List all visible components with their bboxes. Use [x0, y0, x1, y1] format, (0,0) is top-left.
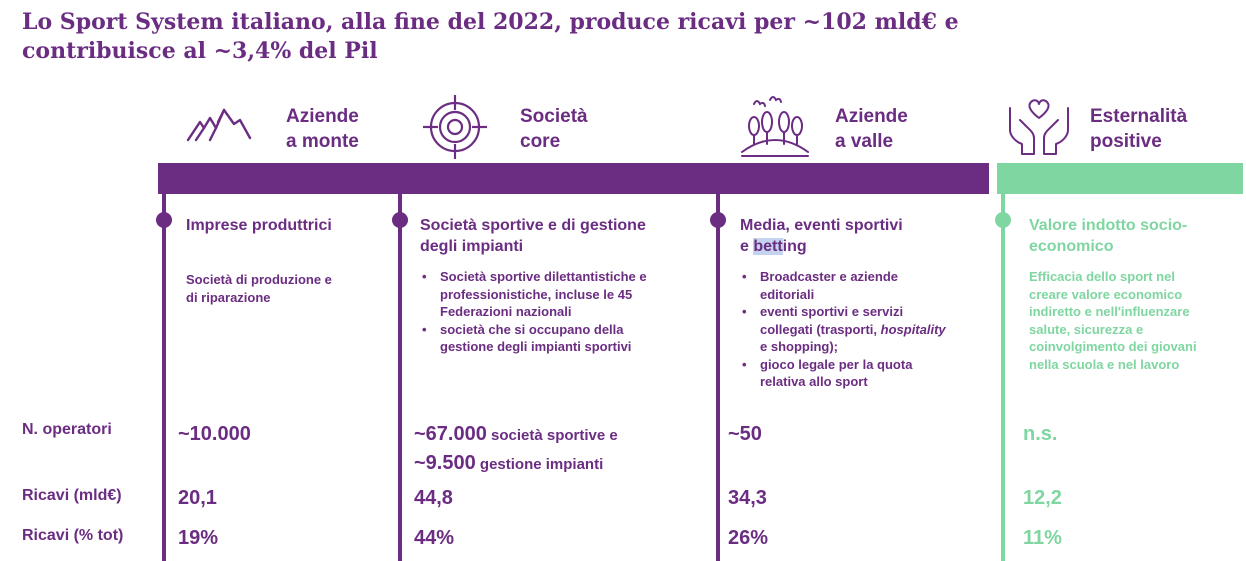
description-line: Efficacia dello sport nel — [1029, 269, 1175, 284]
column-dot-1 — [156, 212, 172, 228]
header-line-2: a monte — [286, 131, 359, 152]
row-label-operatori: N. operatori — [22, 421, 112, 438]
title-part: e — [740, 238, 754, 255]
bullet-list: Società sportive dilettantistiche e prof… — [420, 268, 647, 356]
stadium-trees-icon — [741, 96, 809, 157]
header-line-1: Aziende — [835, 106, 908, 127]
header-societa-core: Società core — [520, 104, 588, 154]
header-line-2: core — [520, 131, 561, 152]
header-line-2: a valle — [835, 131, 894, 152]
column-dot-2 — [392, 212, 408, 228]
page-title: Lo Sport System italiano, alla fine del … — [22, 8, 1222, 66]
list-item-line: eventi sportivi e servizi — [760, 304, 904, 319]
list-item-line: editoriali — [760, 286, 815, 302]
description-line: di riparazione — [186, 289, 271, 305]
row-label-ricavi-mld: Ricavi (mld€) — [22, 487, 122, 504]
header-line-1: Società — [520, 106, 588, 127]
ricavi-pct-value: 44% — [414, 527, 455, 549]
header-line-2: positive — [1090, 131, 1162, 152]
title-line-1: Lo Sport System italiano, alla fine del … — [22, 9, 959, 35]
ricavi-mld-value: 20,1 — [178, 487, 217, 509]
list-item: Broadcaster e aziende editoriali — [740, 268, 946, 303]
column-description: Società di produzione e di riparazione — [186, 271, 332, 306]
column-divider-3 — [716, 194, 720, 561]
ricavi-mld-value: 12,2 — [1023, 487, 1062, 509]
column-title-line: Media, eventi sportivi — [740, 217, 903, 234]
ricavi-mld-value: 44,8 — [414, 487, 453, 509]
column-title-line: e betting — [740, 236, 903, 257]
column-description: Efficacia dello sport nel creare valore … — [1029, 268, 1197, 373]
purple-header-bar — [158, 163, 989, 194]
list-item: gioco legale per la quota relativa allo … — [740, 356, 946, 391]
list-item-line: gestione degli impianti sportivi — [440, 339, 632, 354]
header-aziende-a-valle: Aziende a valle — [835, 104, 908, 154]
list-item-line: collegati (trasporti, hospitality — [760, 321, 946, 339]
column-dot-3 — [710, 212, 726, 228]
description-line: creare valore economico — [1029, 286, 1183, 302]
header-esternalita-positive: Esternalità positive — [1090, 104, 1187, 154]
header-aziende-a-monte: Aziende a monte — [286, 104, 359, 154]
hands-heart-icon — [1009, 99, 1069, 155]
operatori-value: ~50 — [728, 423, 762, 445]
target-icon — [423, 95, 487, 159]
description-line: Società di produzione e — [186, 272, 332, 287]
column-title-text: Imprese produttrici — [186, 217, 332, 234]
list-item-line: professionistiche, incluse le 45 — [440, 286, 633, 302]
ricavi-mld-value: 34,3 — [728, 487, 767, 509]
list-item-line: Società sportive dilettantistiche e — [440, 269, 647, 284]
column-title-line: degli impianti — [420, 238, 524, 255]
text-part: collegati (trasporti, — [760, 321, 881, 337]
list-item-line: società che si occupano della — [440, 321, 624, 337]
list-item-line: gioco legale per la quota — [760, 356, 913, 372]
description-line: nella scuola e nel lavoro — [1029, 356, 1180, 372]
highlighted-text: bett — [753, 238, 783, 255]
operatori-value: ~67.000 società sportive e — [414, 423, 618, 446]
description-line: coinvolgimento dei giovani — [1029, 339, 1197, 354]
value-number: ~9.500 — [414, 452, 476, 474]
list-item: società che si occupano della gestione d… — [420, 321, 647, 356]
list-item: Società sportive dilettantistiche e prof… — [420, 268, 647, 321]
header-line-1: Esternalità — [1090, 106, 1188, 127]
column-dot-4 — [995, 212, 1011, 228]
operatori-value: n.s. — [1023, 423, 1058, 445]
column-divider-1 — [162, 194, 166, 561]
list-item-line: Broadcaster e aziende — [760, 269, 899, 284]
list-item: eventi sportivi e servizi collegati (tra… — [740, 303, 946, 356]
column-title-line: economico — [1029, 238, 1114, 255]
mountains-icon — [186, 108, 252, 142]
header-line-1: Aziende — [286, 106, 359, 127]
value-caption: società sportive e — [486, 427, 618, 444]
title-line-2: contribuisce al ~3,4% del Pil — [22, 38, 378, 64]
description-line: indiretto e nell'influenzare — [1029, 304, 1190, 319]
ricavi-pct-value: 19% — [178, 527, 219, 549]
column-title-media-eventi: Media, eventi sportivi e betting — [740, 215, 903, 257]
column-divider-4 — [1001, 194, 1005, 561]
ricavi-pct-value: 26% — [728, 527, 769, 549]
italic-text: hospitality — [880, 321, 946, 337]
column-title-valore-indotto: Valore indotto socio- economico — [1029, 215, 1187, 257]
value-caption: gestione impianti — [475, 456, 604, 473]
column-title-imprese-produttrici: Imprese produttrici — [186, 215, 332, 236]
list-item-line: e shopping); — [760, 339, 838, 354]
operatori-value: ~10.000 — [178, 423, 251, 445]
description-line: salute, sicurezza e — [1029, 321, 1144, 337]
bullet-list: Broadcaster e aziende editoriali eventi … — [740, 268, 946, 391]
column-title-line: Società sportive e di gestione — [420, 217, 646, 234]
ricavi-pct-value: 11% — [1023, 527, 1062, 549]
green-header-bar — [997, 163, 1243, 194]
row-label-ricavi-pct: Ricavi (% tot) — [22, 527, 124, 544]
title-part: ing — [782, 238, 807, 255]
column-title-line: Valore indotto socio- — [1029, 217, 1188, 234]
column-divider-2 — [398, 194, 402, 561]
list-item-line: Federazioni nazionali — [440, 304, 572, 319]
value-number: ~67.000 — [414, 423, 487, 445]
column-title-societa-sportive: Società sportive e di gestione degli imp… — [420, 215, 646, 257]
list-item-line: relativa allo sport — [760, 374, 868, 389]
operatori-value: ~9.500 gestione impianti — [414, 452, 603, 475]
